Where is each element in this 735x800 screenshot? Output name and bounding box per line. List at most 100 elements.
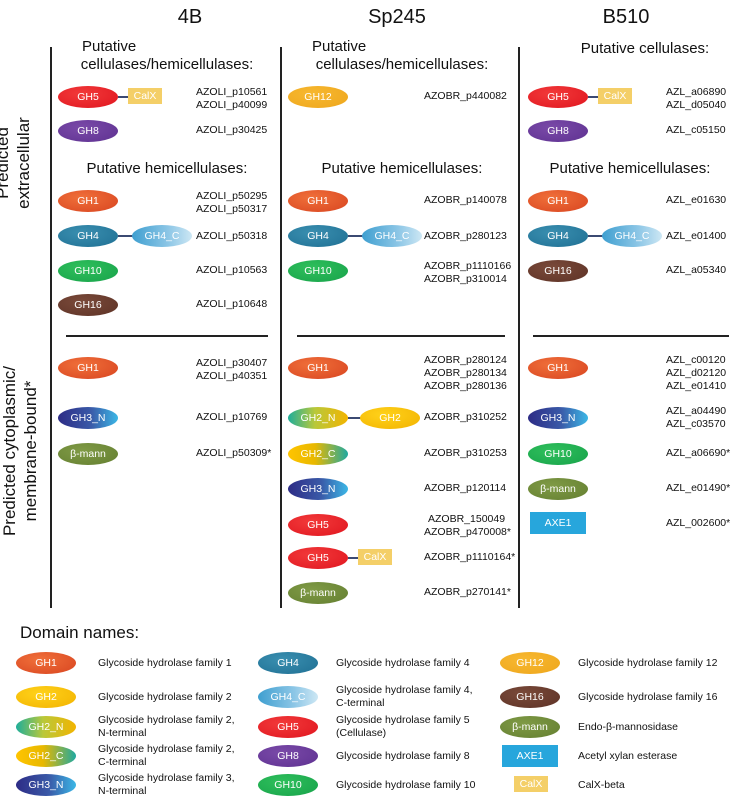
accession-label: AZOLI_p30407 AZOLI_p40351 [196,357,268,382]
beta-mann-domain: β-mann [528,478,588,500]
domain-linker [588,235,604,237]
legend-gh2-swatch: GH2 [16,686,76,708]
legend-gh16-description: Glycoside hydrolase family 16 [578,691,718,703]
domain-linker [118,96,130,98]
legend-gh2-n-swatch: GH2_N [16,716,76,738]
accession-label: AZOLI_p10561 AZOLI_p40099 [196,86,268,111]
accession-label: AZOBR_p1110166 AZOBR_p310014 [424,260,512,285]
calx-domain: CalX [358,549,392,565]
accession-label: AZOLI_p50309* [196,447,272,459]
beta-mann-domain: β-mann [58,443,118,465]
domain-linker [118,235,134,237]
section-title-b510-hemicellulases: Putative hemicellulases: [549,160,711,177]
gh2-n-domain: GH2_N [288,407,348,429]
side-label-extracellular: Predicted extracellular [0,117,33,209]
gh8-domain: GH8 [528,120,588,142]
legend-gh1-swatch: GH1 [16,652,76,674]
legend-gh12-swatch: GH12 [500,652,560,674]
gh10-domain: GH10 [58,260,118,282]
legend-gh8-swatch: GH8 [258,745,318,767]
domain-linker [588,96,600,98]
calx-domain: CalX [128,88,162,104]
gh4-domain: GH4 [58,225,118,247]
column-divider-middle [280,47,282,608]
gh4-c-domain: GH4_C [362,225,422,247]
legend-gh2-c-swatch: GH2_C [16,745,76,767]
gh1-domain: GH1 [58,190,118,212]
accession-label: AZOLI_p50295 AZOLI_p50317 [196,190,268,215]
axe1-domain: AXE1 [530,512,586,534]
section-title-4b-hemicellulases: Putative hemicellulases: [86,160,248,177]
accession-label: AZOBR_p280123 [424,230,507,242]
gh5-domain: GH5 [288,514,348,536]
accession-label: AZL_c00120 AZL_d02120 AZL_e01410 [666,354,727,392]
gh2-domain: GH2 [360,407,420,429]
accession-label: AZL_a06890 AZL_d05040 [666,86,727,111]
legend-beta-mann-description: Endo-β-mannosidase [578,721,679,733]
column-divider-right [518,47,520,608]
section-separator-b510 [533,335,729,337]
gh1-domain: GH1 [528,190,588,212]
accession-label: AZOLI_p10648 [196,298,268,310]
gh4-c-domain: GH4_C [602,225,662,247]
legend-title: Domain names: [20,623,140,642]
gh4-c-domain: GH4_C [132,225,192,247]
accession-label: AZOBR_p280124 AZOBR_p280134 AZOBR_p280136 [424,354,507,392]
section-separator-4b [66,335,268,337]
accession-label: AZL_a06690* [666,447,731,459]
legend-gh4-swatch: GH4 [258,652,318,674]
domain-linker [348,417,362,419]
accession-label: AZOLI_p10769 [196,411,268,423]
gh1-domain: GH1 [528,357,588,379]
legend-calx-description: CalX-beta [578,779,625,791]
accession-label: AZL_c05150 [666,124,726,136]
accession-label: AZL_a05340 [666,264,727,276]
domain-linker [348,235,364,237]
gh1-domain: GH1 [58,357,118,379]
beta-mann-domain: β-mann [288,582,348,604]
section-title-sp245-cell-hemi: Putative cellulases/hemicellulases: [312,38,489,73]
legend-gh5-description: Glycoside hydrolase family 5 (Cellulase) [336,714,470,739]
calx-domain: CalX [598,88,632,104]
accession-label: AZL_e01630 [666,194,727,206]
gh3-n-domain: GH3_N [528,407,588,429]
gh10-domain: GH10 [528,443,588,465]
gh4-domain: GH4 [528,225,588,247]
column-title-4b: 4B [177,6,203,28]
legend-axe1-description: Acetyl xylan esterase [578,750,678,762]
gh3-n-domain: GH3_N [288,478,348,500]
legend-gh4-c-description: Glycoside hydrolase family 4, C-terminal [336,684,473,709]
gh16-domain: GH16 [58,294,118,316]
section-title-4b-cell-hemi: Putative cellulases/hemicellulases: [80,38,254,73]
legend-calx-swatch: CalX [514,776,548,792]
accession-label: AZL_a04490 AZL_c03570 [666,405,727,430]
accession-label: AZOBR_150049 AZOBR_p470008* [424,513,511,538]
legend-gh4-description: Glycoside hydrolase family 4 [336,657,470,669]
legend-gh8-description: Glycoside hydrolase family 8 [336,750,470,762]
accession-label: AZL_002600* [666,517,731,529]
legend-gh4-c-swatch: GH4_C [258,686,318,708]
gh5-domain: GH5 [528,86,588,108]
accession-label: AZL_e01490* [666,482,731,494]
gh5-domain: GH5 [288,547,348,569]
legend-gh1-description: Glycoside hydrolase family 1 [98,657,232,669]
legend-gh12-description: Glycoside hydrolase family 12 [578,657,718,669]
accession-label: AZOBR_p310252 [424,411,507,423]
column-title-b510: B510 [602,6,650,28]
accession-label: AZOLI_p30425 [196,124,268,136]
legend-gh2-description: Glycoside hydrolase family 2 [98,691,232,703]
accession-label: AZOBR_p310253 [424,447,507,459]
gh3-n-domain: GH3_N [58,407,118,429]
gh8-domain: GH8 [58,120,118,142]
accession-label: AZOLI_p50318 [196,230,268,242]
legend-gh10-swatch: GH10 [258,774,318,796]
gh16-domain: GH16 [528,260,588,282]
section-separator-sp245 [297,335,505,337]
gh2-c-domain: GH2_C [288,443,348,465]
accession-label: AZOBR_p120114 [424,482,507,494]
legend-beta-mann-swatch: β-mann [500,716,560,738]
legend-gh2-n-description: Glycoside hydrolase family 2, N-terminal [98,714,235,739]
accession-label: AZOBR_p440082 [424,90,507,102]
gh12-domain: GH12 [288,86,348,108]
domain-linker [348,557,360,559]
